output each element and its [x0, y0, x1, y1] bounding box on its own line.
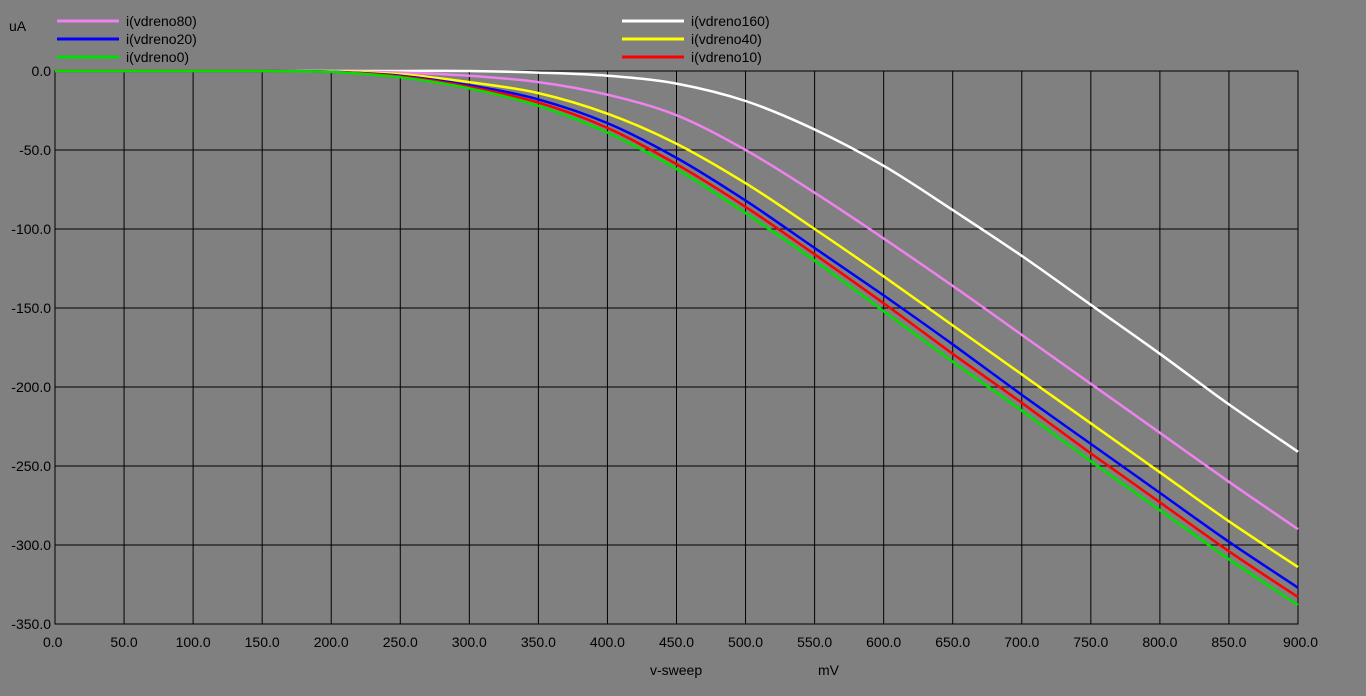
legend-entry: i(vdreno80)	[57, 13, 197, 29]
y-tick-label: 0.0	[32, 63, 52, 79]
x-tick-label: 300.0	[452, 634, 487, 650]
y-tick-label: -50.0	[19, 142, 51, 158]
y-tick-label: -250.0	[11, 458, 51, 474]
x-tick-label: 50.0	[110, 634, 137, 650]
legend-entry: i(vdreno40)	[622, 31, 762, 47]
legend-label: i(vdreno10)	[691, 49, 762, 65]
legend-entry: i(vdreno0)	[57, 49, 189, 65]
legend-entry: i(vdreno20)	[57, 31, 197, 47]
x-tick-label: 150.0	[245, 634, 280, 650]
x-tick-label: 850.0	[1211, 634, 1246, 650]
x-tick-label: 200.0	[314, 634, 349, 650]
y-tick-label: -200.0	[11, 379, 51, 395]
y-axis-unit-label: uA	[9, 18, 27, 34]
x-tick-label: 900.0	[1283, 634, 1318, 650]
x-tick-label: 650.0	[935, 634, 970, 650]
x-tick-label: 700.0	[1004, 634, 1039, 650]
x-tick-label: 500.0	[728, 634, 763, 650]
legend-label: i(vdreno20)	[126, 31, 197, 47]
x-tick-label: 600.0	[866, 634, 901, 650]
y-tick-label: -300.0	[11, 537, 51, 553]
legend-label: i(vdreno80)	[126, 13, 197, 29]
legend-entry: i(vdreno10)	[622, 49, 762, 65]
legend-entry: i(vdreno160)	[622, 13, 770, 29]
x-axis-label: v-sweep	[650, 662, 702, 678]
x-tick-label: 550.0	[797, 634, 832, 650]
y-tick-label: -150.0	[11, 300, 51, 316]
x-tick-label: 350.0	[521, 634, 556, 650]
x-tick-label: 750.0	[1073, 634, 1108, 650]
y-tick-label: -350.0	[11, 616, 51, 632]
y-tick-label: -100.0	[11, 221, 51, 237]
x-axis-unit-label: mV	[818, 662, 840, 678]
x-tick-label: 100.0	[176, 634, 211, 650]
legend-label: i(vdreno160)	[691, 13, 770, 29]
x-tick-label: 0.0	[43, 634, 63, 650]
series-line-ivdreno0	[55, 69, 1299, 607]
x-tick-label: 450.0	[659, 634, 694, 650]
x-tick-label: 250.0	[383, 634, 418, 650]
legend-label: i(vdreno0)	[126, 49, 189, 65]
x-tick-label: 800.0	[1142, 634, 1177, 650]
x-tick-label: 400.0	[590, 634, 625, 650]
legend-label: i(vdreno40)	[691, 31, 762, 47]
